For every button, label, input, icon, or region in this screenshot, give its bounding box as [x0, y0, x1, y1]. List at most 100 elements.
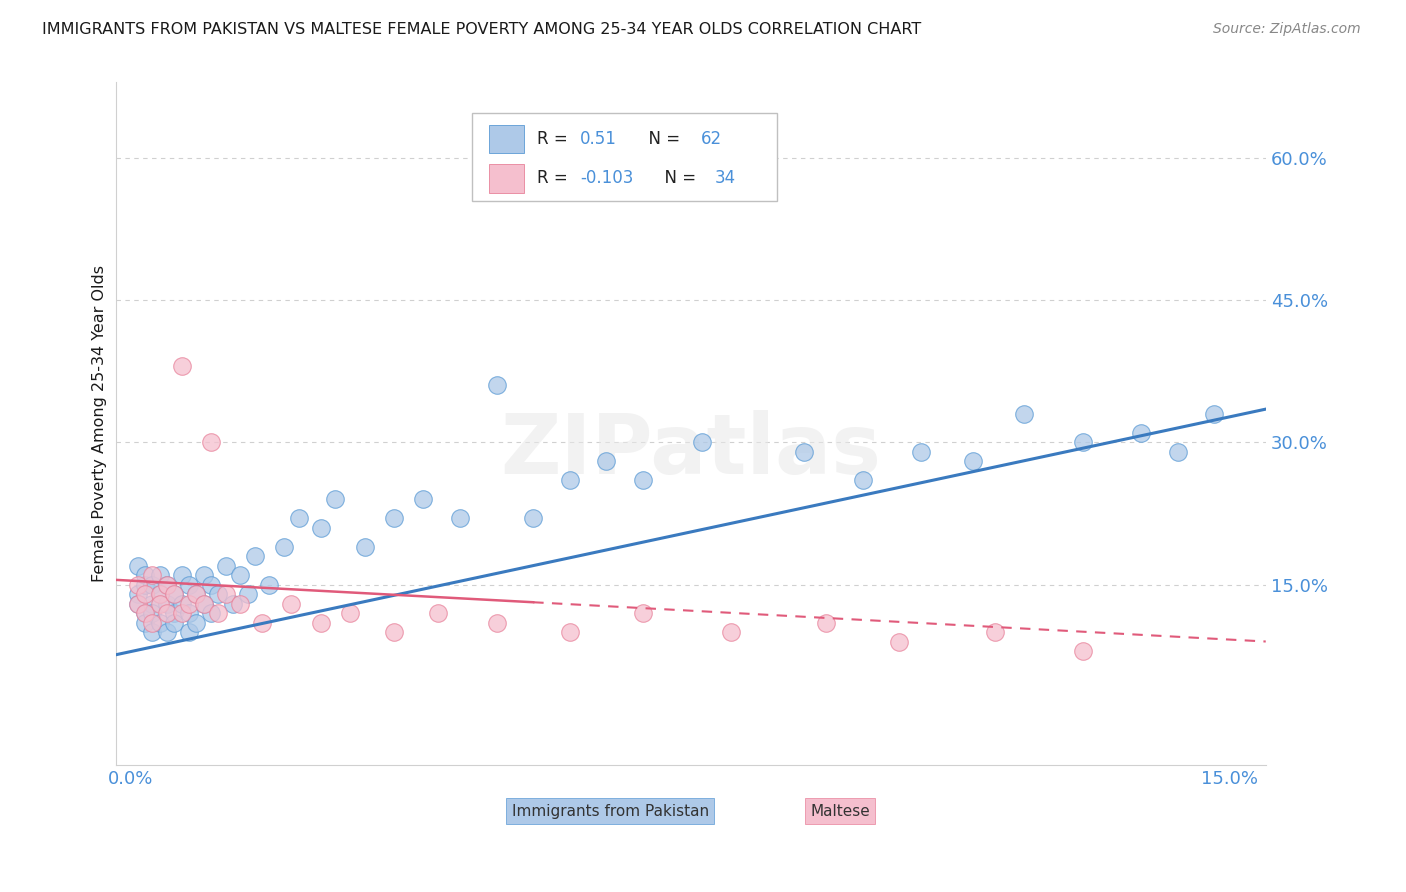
- Point: [485, 378, 508, 392]
- Point: [134, 615, 156, 630]
- Point: [449, 511, 471, 525]
- Point: [156, 625, 179, 640]
- Point: [141, 625, 163, 640]
- Point: [193, 597, 215, 611]
- Point: [127, 597, 149, 611]
- Text: -0.103: -0.103: [581, 169, 634, 187]
- Point: [280, 597, 302, 611]
- Point: [243, 549, 266, 563]
- Point: [1167, 445, 1189, 459]
- Point: [141, 568, 163, 582]
- Point: [141, 577, 163, 591]
- Point: [134, 606, 156, 620]
- Y-axis label: Female Poverty Among 25-34 Year Olds: Female Poverty Among 25-34 Year Olds: [93, 265, 107, 582]
- Point: [595, 454, 617, 468]
- Point: [186, 587, 208, 601]
- Point: [889, 634, 911, 648]
- Point: [815, 615, 838, 630]
- Point: [631, 606, 654, 620]
- Point: [127, 597, 149, 611]
- Point: [1071, 435, 1094, 450]
- Text: 0.51: 0.51: [581, 130, 617, 148]
- Point: [149, 615, 172, 630]
- Point: [141, 615, 163, 630]
- Point: [193, 597, 215, 611]
- Point: [742, 132, 765, 146]
- Point: [259, 577, 281, 591]
- Point: [177, 606, 200, 620]
- Point: [156, 597, 179, 611]
- Point: [229, 597, 252, 611]
- Point: [186, 615, 208, 630]
- Point: [200, 577, 222, 591]
- Point: [309, 615, 332, 630]
- Point: [250, 615, 273, 630]
- Point: [427, 606, 450, 620]
- Point: [141, 606, 163, 620]
- Point: [214, 558, 236, 573]
- Point: [631, 473, 654, 487]
- Point: [156, 577, 179, 591]
- Point: [170, 568, 193, 582]
- Point: [852, 473, 875, 487]
- Point: [141, 597, 163, 611]
- Point: [163, 587, 186, 601]
- Point: [962, 454, 984, 468]
- Point: [177, 625, 200, 640]
- FancyBboxPatch shape: [489, 125, 524, 153]
- Point: [353, 540, 375, 554]
- Point: [1204, 407, 1226, 421]
- Point: [177, 597, 200, 611]
- Point: [309, 521, 332, 535]
- Point: [186, 587, 208, 601]
- Point: [273, 540, 295, 554]
- Text: N =: N =: [638, 130, 685, 148]
- Point: [207, 606, 229, 620]
- Point: [690, 435, 713, 450]
- Point: [156, 577, 179, 591]
- Point: [222, 597, 245, 611]
- FancyBboxPatch shape: [472, 112, 778, 202]
- Point: [170, 359, 193, 374]
- Text: Maltese: Maltese: [810, 804, 870, 819]
- Point: [558, 625, 581, 640]
- Point: [207, 587, 229, 601]
- Point: [134, 577, 156, 591]
- Text: 62: 62: [702, 130, 723, 148]
- Point: [229, 568, 252, 582]
- Point: [236, 587, 259, 601]
- Point: [149, 587, 172, 601]
- Text: N =: N =: [654, 169, 702, 187]
- Point: [382, 625, 405, 640]
- Point: [325, 492, 347, 507]
- Text: R =: R =: [537, 169, 572, 187]
- Point: [412, 492, 434, 507]
- Point: [1012, 407, 1035, 421]
- Point: [558, 473, 581, 487]
- Point: [720, 625, 742, 640]
- Point: [214, 587, 236, 601]
- Point: [1130, 425, 1153, 440]
- Point: [522, 511, 544, 525]
- FancyBboxPatch shape: [489, 164, 524, 193]
- Text: R =: R =: [537, 130, 572, 148]
- Point: [127, 558, 149, 573]
- Point: [339, 606, 361, 620]
- Point: [134, 587, 156, 601]
- Point: [163, 606, 186, 620]
- Point: [170, 597, 193, 611]
- Point: [156, 606, 179, 620]
- Point: [134, 606, 156, 620]
- Point: [149, 597, 172, 611]
- Point: [288, 511, 311, 525]
- Point: [1071, 644, 1094, 658]
- Point: [983, 625, 1005, 640]
- Point: [485, 615, 508, 630]
- Point: [200, 435, 222, 450]
- Point: [163, 587, 186, 601]
- Point: [200, 606, 222, 620]
- Point: [910, 445, 932, 459]
- Point: [170, 606, 193, 620]
- Text: Source: ZipAtlas.com: Source: ZipAtlas.com: [1213, 22, 1361, 37]
- Point: [134, 568, 156, 582]
